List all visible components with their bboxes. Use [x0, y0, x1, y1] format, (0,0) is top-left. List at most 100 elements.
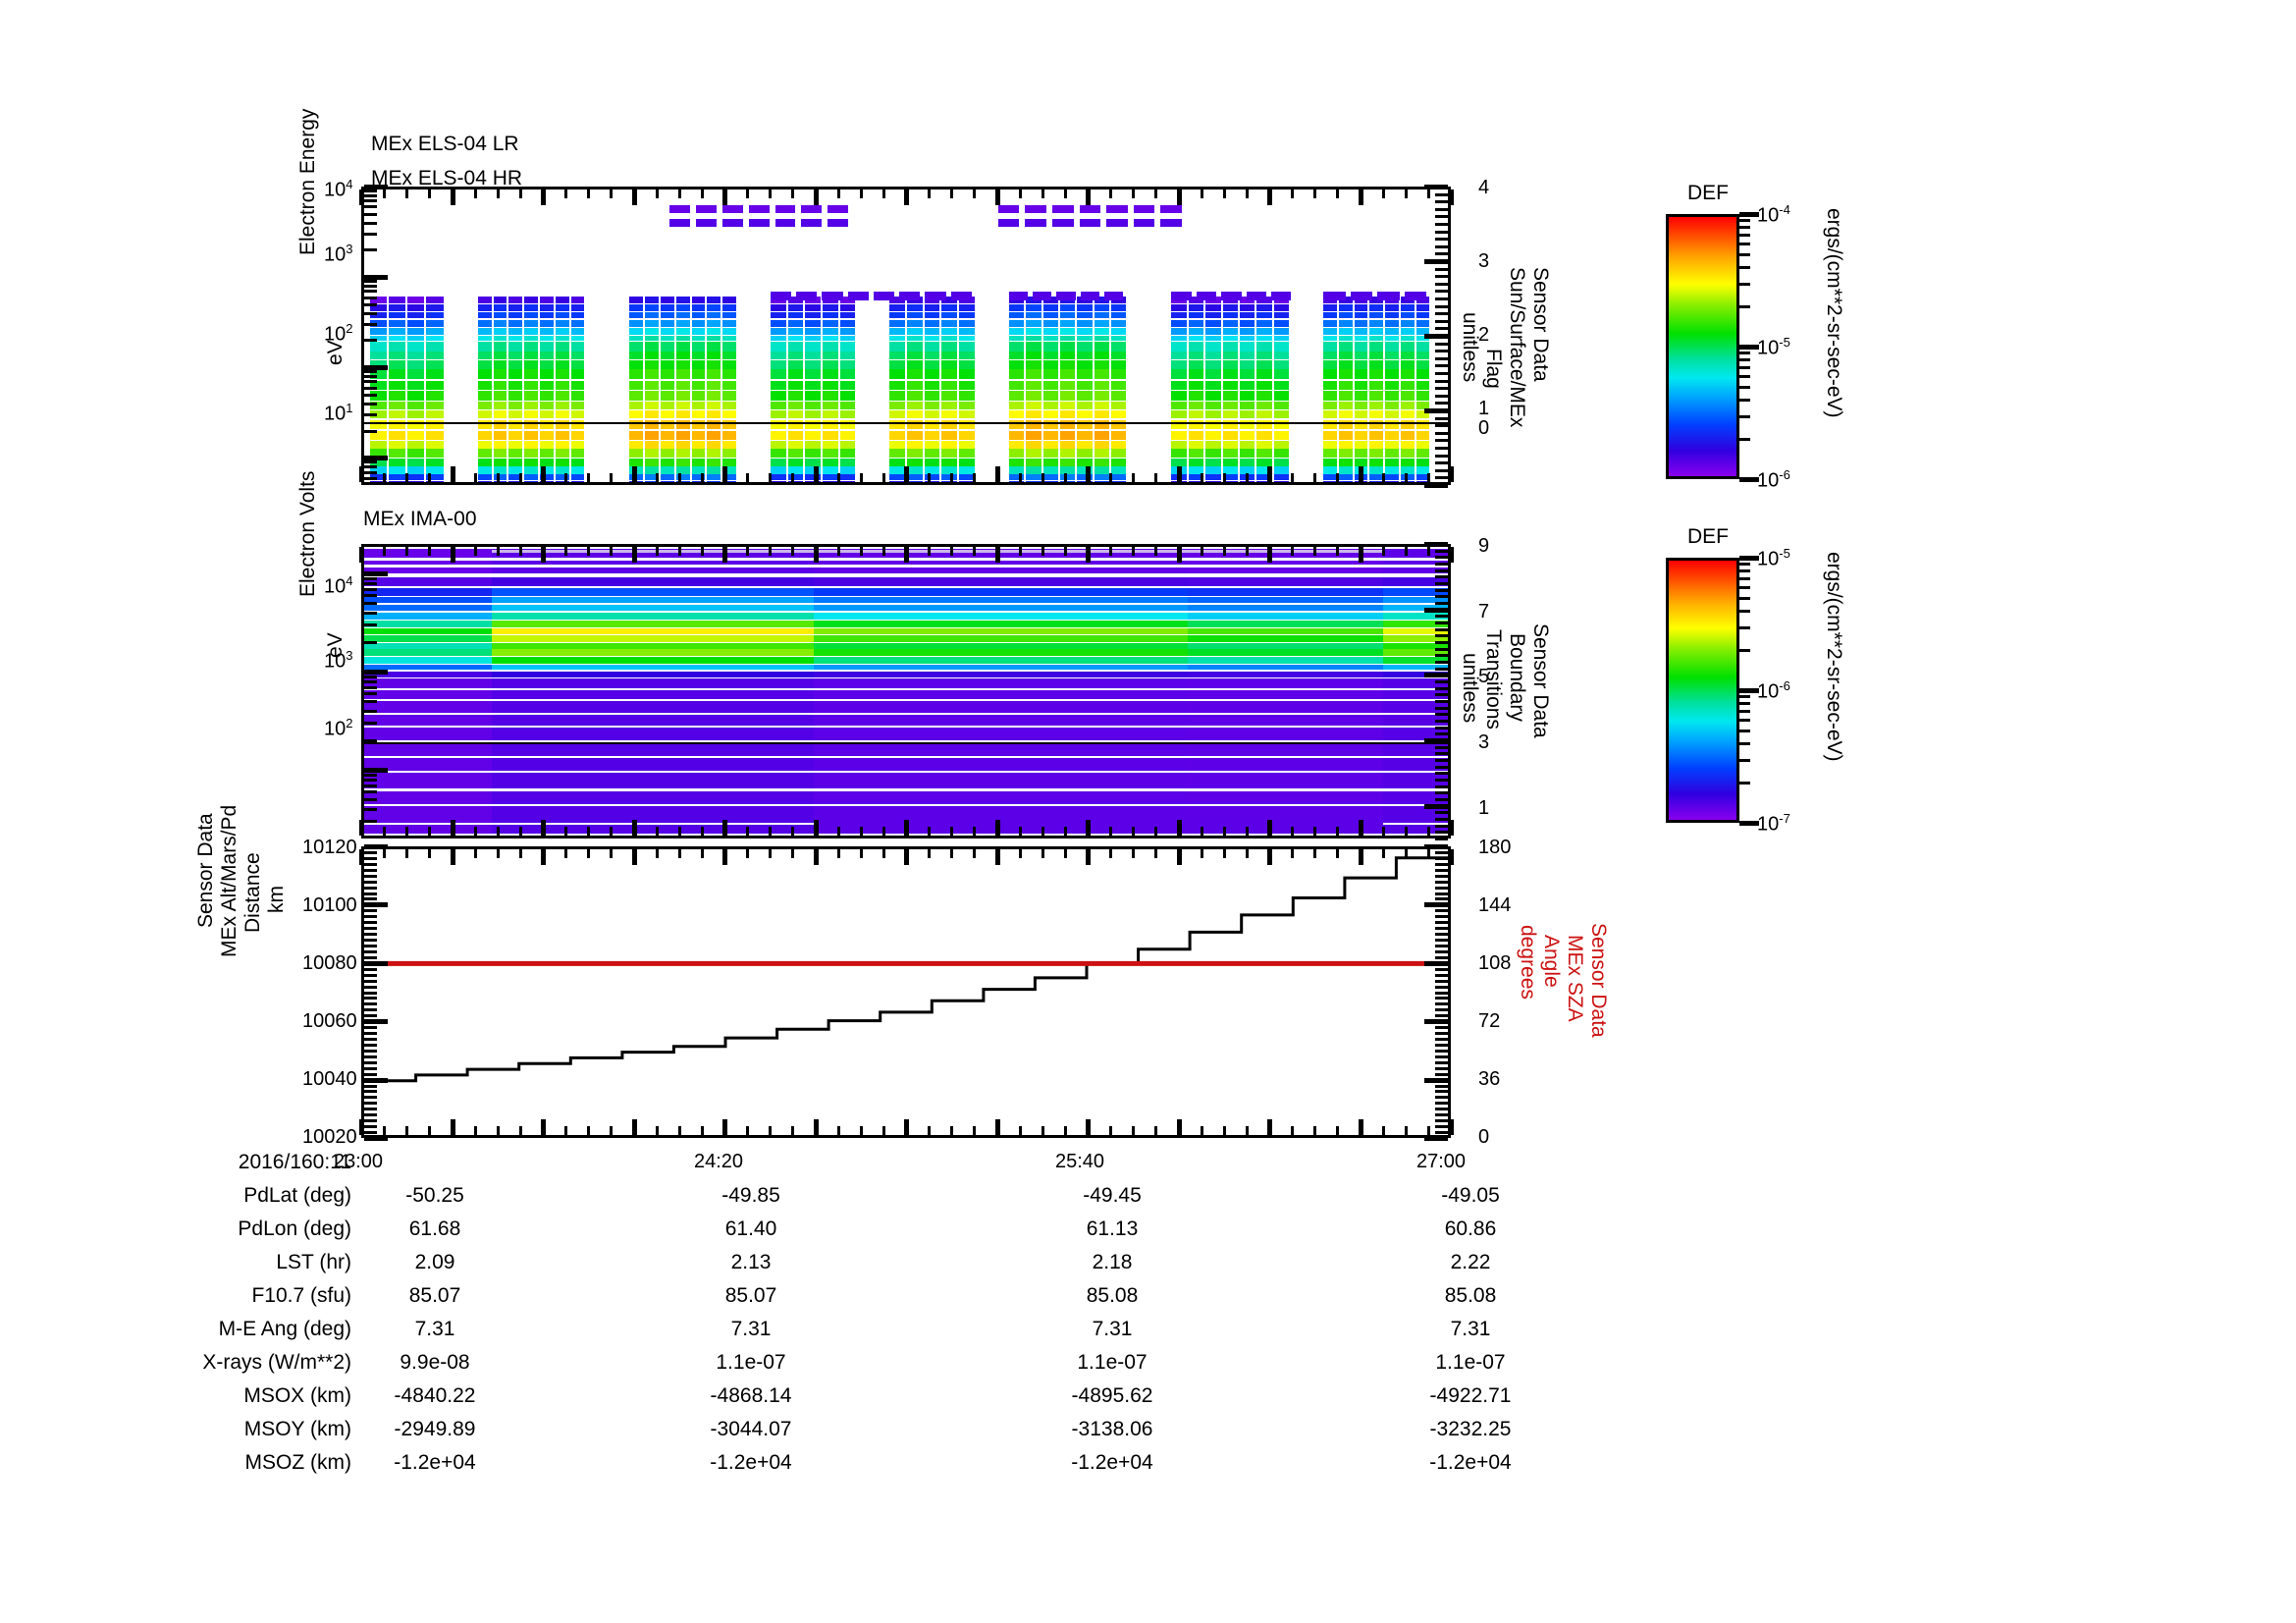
spectrogram-cell: [1188, 458, 1204, 466]
spectrogram-cell: [1239, 419, 1255, 429]
spectrogram-cell: [805, 458, 821, 466]
spectrogram-cell: [369, 297, 387, 303]
spectrogram-cell: [1008, 466, 1025, 474]
spectrogram-cell: [1110, 458, 1127, 466]
spectrogram-cell: [540, 458, 554, 466]
spectrogram-cell: [691, 474, 706, 481]
spectrogram-cell: [1239, 410, 1255, 419]
spectrogram-cell: [661, 474, 674, 481]
spectrogram-cell: [1171, 327, 1187, 335]
spectrogram-cell: [570, 319, 585, 328]
spectrogram-cell: [555, 327, 569, 335]
spectrogram-cell: [388, 474, 406, 481]
panel3-plot-area[interactable]: [361, 846, 1451, 1138]
spectrogram-cell: [1256, 369, 1272, 380]
spectrogram-cell: [907, 342, 923, 352]
spectrogram-cell: [959, 474, 975, 481]
panel2-right-tick-3: 3: [1478, 731, 1490, 753]
spectrogram-cell: [493, 474, 507, 481]
spectrogram-cell: [540, 390, 554, 401]
spectrogram-cell: [1354, 352, 1368, 360]
spectrogram-cell: [661, 390, 674, 401]
spectrogram-cell: [924, 380, 940, 390]
spectrogram-cell: [1273, 352, 1289, 360]
colorbar1-mid-label: 10-5: [1757, 335, 1790, 359]
spectrogram-cell: [907, 360, 923, 369]
spectrogram-cell: [822, 410, 838, 419]
spectrogram-cell: [1385, 335, 1399, 342]
spectrogram-cell: [924, 352, 940, 360]
spectrogram-cell: [407, 352, 425, 360]
spectrogram-cell: [364, 643, 493, 649]
spectrogram-cell: [508, 474, 523, 481]
spectrogram-cell: [492, 824, 815, 834]
spectrogram-cell: [477, 342, 492, 352]
table-row-label: MSOX (km): [243, 1384, 351, 1407]
spectrogram-cell: [941, 430, 958, 440]
spectrogram-cell: [661, 449, 674, 458]
table-row-label: LST (hr): [276, 1251, 351, 1273]
spectrogram-cell: [814, 678, 1189, 688]
spectrogram-cell: [1382, 742, 1448, 756]
spectrogram-cell: [645, 449, 660, 458]
spectrogram-cell: [1369, 312, 1384, 319]
spectrogram-cell: [1008, 441, 1025, 449]
spectrogram-cell: [661, 481, 674, 482]
spectrogram-cell: [1338, 430, 1353, 440]
spectrogram-cell: [493, 458, 507, 466]
spectrogram-cell: [540, 466, 554, 474]
spectrogram-cell: [889, 481, 906, 482]
spectrogram-cell: [1354, 380, 1368, 390]
spectrogram-cell: [1385, 449, 1399, 458]
spectrogram-cell: [524, 474, 538, 481]
spectrogram-cell: [822, 312, 838, 319]
panel2-right-label-4: unitless: [1459, 653, 1481, 724]
spectrogram-cell: [1188, 319, 1204, 328]
spectrogram-cell: [1188, 560, 1383, 566]
spectrogram-cell: [1188, 701, 1383, 713]
spectrogram-cell: [1171, 390, 1187, 401]
spectrogram-cell: [1323, 481, 1337, 482]
spectrogram-cell: [889, 369, 906, 380]
spectrogram-cell: [369, 430, 387, 440]
spectrogram-cell: [941, 401, 958, 409]
spectrogram-cell: [407, 319, 425, 328]
spectrogram-cell: [407, 449, 425, 458]
spectrogram-cell: [771, 319, 786, 328]
spectrogram-cell: [805, 419, 821, 429]
spectrogram-cell: [524, 458, 538, 466]
spectrogram-cell: [540, 335, 554, 342]
spectrogram-cell: [1110, 441, 1127, 449]
spectrogram-cell: [1110, 474, 1127, 481]
spectrogram-cell: [1415, 380, 1430, 390]
spectrogram-cell: [1059, 419, 1076, 429]
spectrogram-cell: [959, 335, 975, 342]
spectrogram-cell: [629, 369, 644, 380]
spectrogram-cell: [1354, 360, 1368, 369]
panel3-right-tick-180: 180: [1478, 837, 1512, 858]
spectrogram-cell: [1205, 474, 1221, 481]
spectrogram-cell: [369, 410, 387, 419]
spectrogram-cell: [1042, 352, 1058, 360]
spectrogram-cell: [1222, 369, 1238, 380]
panel1-ytick-3: 103: [324, 242, 353, 266]
spectrogram-cell: [645, 390, 660, 401]
panel2-right-tick-1: 1: [1478, 797, 1490, 819]
spectrogram-cell: [1110, 369, 1127, 380]
spectrogram-cell: [907, 352, 923, 360]
spectrogram-cell: [570, 474, 585, 481]
spectrogram-cell: [1110, 401, 1127, 409]
spectrogram-cell: [787, 380, 804, 390]
spectrogram-cell: [1354, 441, 1368, 449]
spectrogram-cell: [1042, 342, 1058, 352]
panel1-ytick-1: 101: [324, 401, 353, 425]
spectrogram-cell: [555, 360, 569, 369]
spectrogram-cell: [675, 360, 690, 369]
spectrogram-cell: [839, 342, 856, 352]
spectrogram-cell: [941, 466, 958, 474]
spectrogram-cell: [839, 369, 856, 380]
spectrogram-cell: [661, 312, 674, 319]
spectrogram-cell: [629, 380, 644, 390]
spectrogram-cell: [814, 621, 1189, 628]
xtick-label-1: 23:00: [334, 1151, 384, 1172]
